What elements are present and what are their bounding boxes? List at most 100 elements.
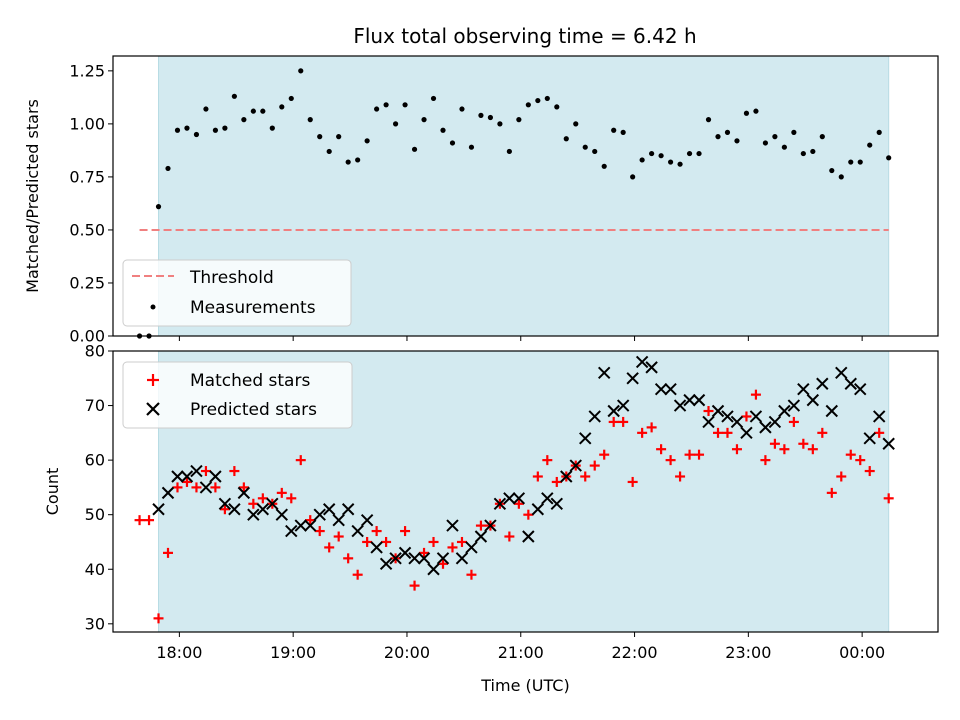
measurement-point	[658, 153, 664, 159]
matched-star-point	[637, 427, 648, 438]
measurement-point	[307, 117, 313, 123]
matched-star-point	[788, 416, 799, 427]
predicted-star-point	[275, 508, 289, 521]
measurement-point	[592, 148, 598, 155]
x-tick-label: 23:00	[725, 643, 771, 662]
predicted-star-point	[721, 410, 734, 423]
matched-star-point	[627, 476, 638, 487]
predicted-star-point	[180, 470, 194, 483]
measurement-point	[544, 95, 550, 102]
measurement-point	[487, 114, 494, 121]
matched-star-point	[409, 580, 420, 591]
measurement-point	[649, 150, 655, 157]
measurement-point	[762, 140, 769, 146]
x-tick-label: 19:00	[270, 643, 316, 662]
top-axes-frame	[112, 55, 939, 337]
y-tick-label: 60	[85, 451, 105, 470]
measurements-series	[136, 68, 892, 339]
measurement-point	[772, 134, 778, 140]
predicted-star-point	[626, 372, 639, 385]
predicted-star-point	[579, 432, 592, 445]
matched-star-point	[229, 466, 240, 477]
matched-star-point	[874, 427, 885, 438]
matched-star-point	[523, 509, 534, 520]
predicted-star-point	[569, 459, 582, 472]
measurement-point	[411, 146, 418, 152]
measurement-point	[430, 95, 437, 102]
matched-star-point	[295, 455, 306, 466]
measurement-point	[611, 127, 617, 133]
matched-star-point	[257, 493, 268, 504]
measurement-point	[573, 121, 579, 127]
matched-star-point	[381, 536, 392, 547]
predicted-star-point	[740, 426, 753, 440]
predicted-star-point	[360, 513, 374, 527]
y-tick-label: 0.75	[69, 167, 105, 186]
measurements-legend-swatch	[150, 304, 156, 310]
predicted-star-point	[683, 393, 696, 407]
predicted-star-point	[664, 382, 677, 396]
top-y-axis: 0.00 0.25 0.50 0.75 1.00 1.25	[69, 61, 113, 346]
measurement-point	[155, 204, 162, 210]
matched-star-point	[731, 444, 742, 455]
predicted-star-point	[152, 503, 165, 516]
predicted-star-point	[313, 508, 326, 521]
predicted-star-point	[825, 404, 839, 418]
y-tick-label: 80	[85, 342, 105, 361]
predicted-star-point	[294, 519, 307, 532]
matched-star-point	[665, 455, 676, 466]
matched-star-point	[475, 520, 486, 531]
top-y-axis-label: Matched/Predicted stars	[23, 99, 42, 293]
matched-star-point	[760, 455, 771, 466]
predicted-star-point	[588, 410, 601, 423]
matched-star-point	[352, 569, 363, 580]
measurement-point	[886, 155, 892, 161]
measurement-point	[250, 108, 256, 114]
measurement-point	[857, 159, 863, 165]
matched-star-point	[618, 416, 629, 427]
measurement-point	[392, 121, 399, 127]
predicted-star-point	[854, 382, 867, 396]
measurement-point	[279, 104, 285, 110]
predicted-star-point	[389, 552, 402, 565]
measurement-point	[724, 129, 731, 135]
measurement-point	[212, 127, 219, 133]
predicted-star-point	[730, 415, 744, 429]
measurement-point	[743, 110, 750, 116]
matched-star-point	[684, 449, 695, 460]
predicted-star-point	[503, 492, 516, 505]
matched-star-point	[134, 515, 145, 526]
matched-star-point	[400, 526, 411, 537]
matched-star-point	[513, 498, 524, 509]
measurement-point	[421, 117, 427, 123]
matched-star-point	[542, 455, 553, 466]
predicted-star-point	[816, 377, 829, 390]
matched-star-point	[210, 482, 221, 493]
matched-star-point	[608, 416, 619, 427]
predicted-star-point	[711, 404, 725, 418]
measurement-point	[165, 165, 171, 172]
predicted-star-point	[768, 415, 782, 429]
matched-star-point	[219, 504, 230, 515]
x-tick-label: 22:00	[611, 643, 657, 662]
predicted-star-point	[673, 399, 687, 412]
x-tick-label: 20:00	[384, 643, 430, 662]
predicted-star-point	[484, 519, 497, 532]
matched-star-point	[276, 487, 287, 498]
predicted-star-point	[417, 552, 431, 565]
predicted-star-point	[341, 503, 355, 516]
measurement-point	[298, 68, 304, 74]
matched-star-point	[286, 493, 297, 504]
matched-star-point	[722, 427, 733, 438]
threshold-legend-label: Threshold	[189, 268, 274, 288]
measurement-point	[364, 138, 370, 144]
predicted-star-point	[531, 503, 545, 516]
matched-star-point	[456, 536, 467, 547]
predicted-star-point	[806, 393, 820, 407]
predicted-star-point	[654, 382, 668, 396]
matched-star-point	[713, 427, 723, 438]
predicted-star-point	[635, 355, 649, 369]
measurement-point	[506, 148, 512, 155]
measurement-point	[781, 144, 787, 150]
